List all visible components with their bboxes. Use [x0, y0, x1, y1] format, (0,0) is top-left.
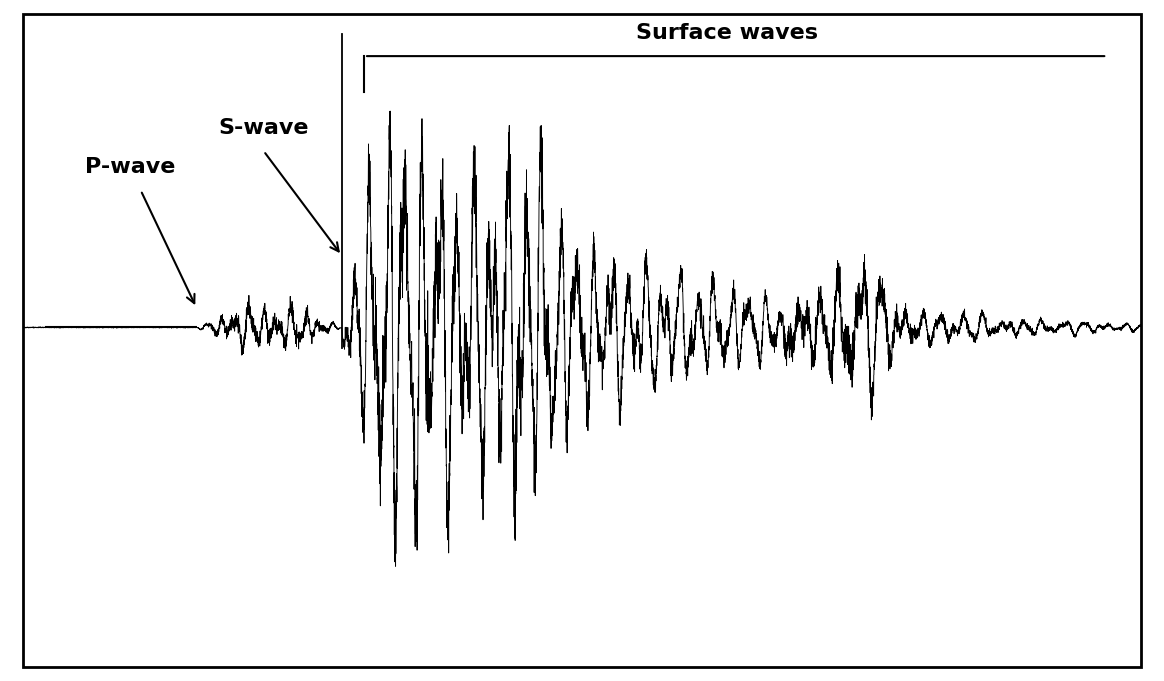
Text: Surface waves: Surface waves — [637, 23, 818, 43]
Text: P-wave: P-wave — [85, 157, 175, 178]
Bar — [23, 14, 1141, 667]
Text: S-wave: S-wave — [219, 118, 310, 138]
